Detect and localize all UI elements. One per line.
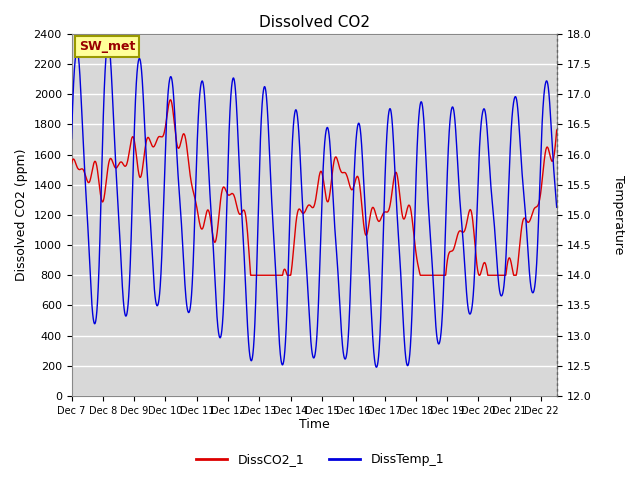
X-axis label: Time: Time — [299, 419, 330, 432]
Text: SW_met: SW_met — [79, 40, 135, 53]
Y-axis label: Dissolved CO2 (ppm): Dissolved CO2 (ppm) — [15, 149, 28, 281]
Title: Dissolved CO2: Dissolved CO2 — [259, 15, 370, 30]
Y-axis label: Temperature: Temperature — [612, 175, 625, 254]
Legend: DissCO2_1, DissTemp_1: DissCO2_1, DissTemp_1 — [191, 448, 449, 471]
